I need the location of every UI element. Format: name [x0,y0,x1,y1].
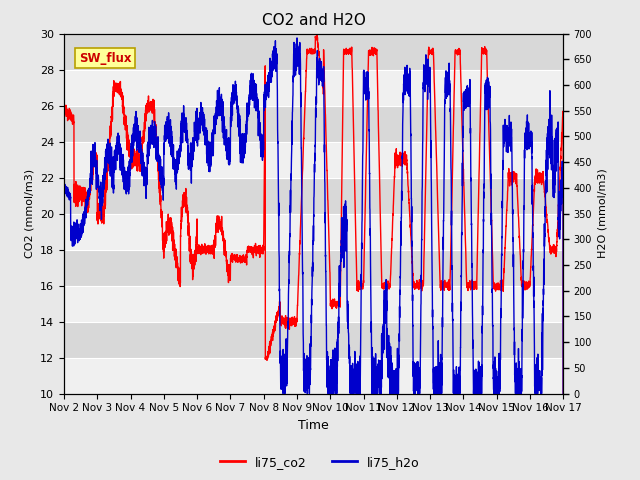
li75_co2 [60,109,68,115]
li75_co2 [559,391,567,396]
Bar [64,70,563,106]
Line: li75_h2o: li75_h2o [64,38,563,394]
li75_h2o [281,391,289,396]
Text: SW_flux: SW_flux [79,51,131,65]
Bar [64,34,563,70]
Bar [64,178,563,214]
Bar [64,106,563,142]
li75_h2o [426,67,433,72]
li75_h2o [559,391,567,396]
Bar [64,322,563,358]
li75_h2o [559,161,566,167]
Bar [64,286,563,322]
Bar [64,142,563,178]
Bar [64,214,563,250]
li75_co2 [559,114,566,120]
Bar [64,358,563,394]
Bar [64,250,563,286]
li75_co2 [314,32,321,38]
Y-axis label: CO2 (mmol/m3): CO2 (mmol/m3) [24,169,35,258]
li75_co2 [454,52,461,58]
li75_h2o [150,127,157,133]
li75_h2o [60,188,68,194]
Y-axis label: H2O (mmol/m3): H2O (mmol/m3) [598,169,608,258]
li75_h2o [295,59,303,64]
li75_co2 [294,275,302,281]
X-axis label: Time: Time [298,419,329,432]
li75_h2o [293,35,301,41]
li75_co2 [426,49,433,55]
li75_co2 [150,107,157,113]
Legend: li75_co2, li75_h2o: li75_co2, li75_h2o [215,451,425,474]
li75_co2 [397,155,405,160]
Line: li75_co2: li75_co2 [64,35,563,394]
li75_h2o [454,391,461,396]
Title: CO2 and H2O: CO2 and H2O [262,13,365,28]
li75_h2o [398,188,406,194]
